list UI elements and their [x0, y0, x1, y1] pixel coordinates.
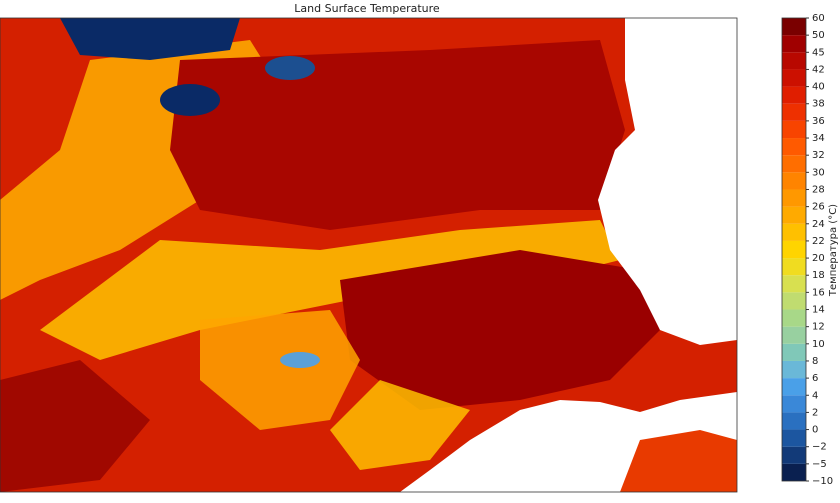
colorbar-tick-label: 8	[812, 356, 818, 367]
colorbar-segment	[782, 69, 806, 87]
colorbar-tick-label: 36	[812, 116, 825, 127]
colorbar-tick-label: 45	[812, 47, 825, 58]
colorbar-frame	[781, 17, 807, 482]
colorbar-segment	[782, 292, 806, 310]
colorbar-segment	[782, 360, 806, 379]
colorbar-segment	[782, 412, 806, 430]
colorbar-tick-label: 10	[812, 339, 825, 350]
map-title: Land Surface Temperature	[294, 2, 440, 15]
colorbar-segment	[782, 378, 806, 396]
colorbar-tick-label: 28	[812, 184, 825, 195]
colorbar-segment	[782, 463, 806, 481]
colorbar-segment	[782, 275, 806, 293]
colorbar-segment	[782, 120, 806, 139]
colorbar-tick-label: 16	[812, 287, 825, 298]
colorbar-tick-label: 6	[812, 373, 818, 384]
colorbar-label: Температура (°C)	[828, 204, 839, 297]
colorbar-segment	[782, 223, 806, 241]
colorbar-segment	[782, 155, 806, 173]
colorbar-tick-label: 12	[812, 322, 825, 333]
colorbar-segment	[782, 309, 806, 327]
colorbar-tick-label: 2	[812, 407, 818, 418]
colorbar-segment	[782, 429, 806, 447]
colorbar-tick-label: 30	[812, 167, 825, 178]
colorbar-tick-label: 24	[812, 219, 825, 230]
colorbar-segment	[782, 240, 806, 259]
colorbar-tick-label: 22	[812, 236, 825, 247]
colorbar-tick-label: 20	[812, 253, 825, 264]
colorbar-segment	[782, 326, 806, 344]
colorbar-tick-label: 40	[812, 82, 825, 93]
colorbar-segment	[782, 86, 806, 104]
colorbar-tick-label: −5	[812, 459, 827, 470]
colorbar-segment	[782, 18, 806, 36]
colorbar-segment	[782, 189, 806, 207]
colorbar-segment	[782, 103, 806, 121]
temperature-map	[0, 17, 738, 493]
colorbar-tick-label: 4	[812, 390, 818, 401]
colorbar-tick-label: 50	[812, 30, 825, 41]
colorbar-segment	[782, 206, 806, 224]
colorbar-tick-label: 60	[812, 13, 825, 24]
colorbar-tick-label: 32	[812, 150, 825, 161]
colorbar-tick-label: 0	[812, 425, 818, 436]
colorbar-tick-label: 26	[812, 202, 825, 213]
colorbar-segment	[782, 138, 806, 156]
colorbar-tick-label: 38	[812, 99, 825, 110]
colorbar-segment	[782, 343, 806, 361]
colorbar-segment	[782, 258, 806, 276]
colorbar-segment	[782, 446, 806, 464]
colorbar-tick-label: −2	[812, 442, 827, 453]
colorbar-segment	[782, 172, 806, 190]
colorbar-tick-label: 14	[812, 305, 825, 316]
colorbar-tick-label: 42	[812, 64, 825, 75]
colorbar-segment	[782, 52, 806, 70]
colorbar-segment	[782, 35, 806, 53]
colorbar-tick-label: 34	[812, 133, 825, 144]
colorbar-tick-label: −10	[812, 476, 833, 487]
colorbar-tick-label: 18	[812, 270, 825, 281]
colorbar-segment	[782, 395, 806, 413]
